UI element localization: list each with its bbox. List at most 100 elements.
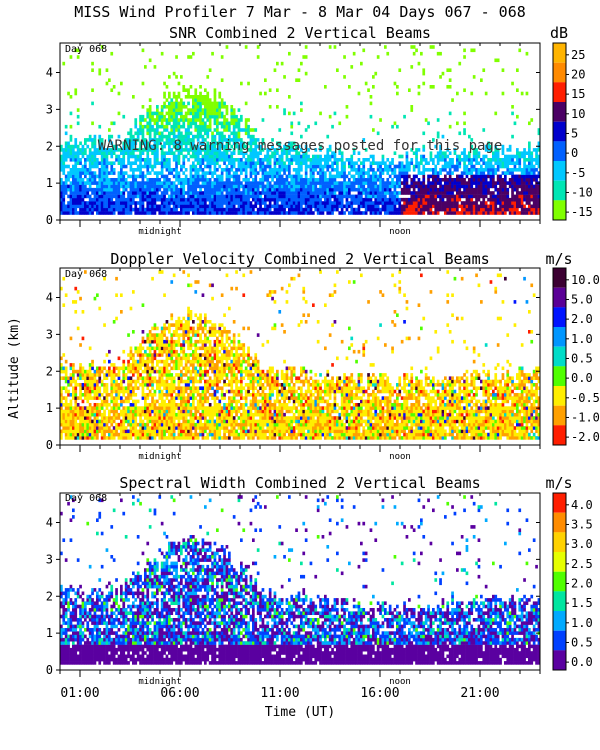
heatmap-cell [74, 187, 78, 192]
heatmap-cell [453, 201, 457, 205]
heatmap-cell [165, 178, 169, 182]
heatmap-cell [177, 141, 181, 146]
heatmap-cell [256, 187, 260, 192]
heatmap-cell [448, 184, 452, 189]
heatmap-cell [364, 207, 368, 212]
heatmap-cell [72, 151, 75, 155]
heatmap-cell [470, 181, 474, 185]
heatmap-cell [151, 191, 154, 195]
heatmap-cell [499, 187, 502, 192]
heatmap-cell [247, 131, 250, 136]
heatmap-cell [93, 403, 97, 407]
heatmap-cell [153, 399, 157, 404]
heatmap-cell [446, 154, 450, 159]
heatmap-cell [482, 187, 486, 192]
heatmap-cell [160, 164, 164, 169]
heatmap-cell [189, 174, 193, 179]
heatmap-cell [240, 204, 243, 209]
heatmap-cell [297, 197, 301, 202]
heatmap-cell [84, 164, 87, 169]
heatmap-cell [146, 207, 150, 212]
heatmap-cell [259, 161, 262, 165]
heatmap-cell [415, 164, 418, 169]
heatmap-cell [228, 161, 231, 165]
heatmap-cell [300, 148, 303, 152]
heatmap-cell [86, 178, 90, 182]
heatmap-cell [369, 161, 373, 165]
heatmap-cell [451, 197, 454, 202]
heatmap-cell [146, 366, 150, 371]
heatmap-cell [194, 101, 198, 106]
heatmap-cell [302, 191, 306, 195]
heatmap-cell [410, 105, 414, 109]
heatmap-cell [168, 151, 171, 155]
heatmap-cell [256, 171, 260, 175]
heatmap-cell [127, 158, 130, 162]
heatmap-cell [148, 131, 152, 136]
heatmap-cell [110, 399, 114, 404]
heatmap-cell [79, 363, 82, 367]
heatmap-cell [163, 191, 166, 195]
heatmap-cell [184, 138, 188, 142]
heatmap-cell [74, 91, 78, 96]
heatmap-cell [175, 197, 178, 202]
heatmap-cell [93, 197, 97, 202]
heatmap-cell [482, 174, 486, 179]
heatmap-cell [376, 211, 380, 215]
heatmap-cell [417, 211, 421, 215]
heatmap-cell [436, 191, 440, 195]
heatmap-cell [333, 178, 337, 182]
heatmap-cell [139, 201, 142, 205]
heatmap-cell [511, 211, 514, 215]
heatmap-cell [110, 187, 114, 192]
heatmap-cell [129, 191, 133, 195]
heatmap-cell [225, 124, 229, 129]
heatmap-cell [134, 416, 138, 420]
heatmap-cell [81, 383, 85, 387]
heatmap-cell [103, 422, 106, 427]
heatmap-cell [127, 386, 130, 390]
heatmap-cell [290, 148, 294, 152]
heatmap-cell [132, 353, 135, 357]
heatmap-cell [316, 197, 320, 202]
heatmap-cell [86, 393, 90, 397]
heatmap-cell [336, 187, 339, 192]
heatmap-cell [141, 181, 145, 185]
heatmap-cell [489, 181, 493, 185]
heatmap-cell [139, 376, 142, 380]
heatmap-cell [247, 134, 250, 139]
heatmap-cell [261, 138, 265, 142]
heatmap-cell [144, 187, 147, 192]
heatmap-cell [72, 389, 75, 394]
heatmap-cell [237, 197, 241, 202]
heatmap-cell [158, 376, 162, 380]
heatmap-cell [285, 187, 289, 192]
heatmap-cell [189, 191, 193, 195]
heatmap-cell [165, 118, 169, 122]
heatmap-cell [225, 174, 229, 179]
heatmap-cell [285, 174, 289, 179]
heatmap-cell [204, 95, 207, 99]
heatmap-cell [88, 389, 92, 394]
heatmap-cell [465, 164, 469, 169]
heatmap-cell [379, 211, 382, 215]
heatmap-cell [448, 78, 452, 82]
heatmap-cell [136, 386, 140, 390]
heatmap-cell [67, 409, 70, 414]
heatmap-cell [170, 101, 174, 106]
heatmap-cell [213, 211, 217, 215]
heatmap-cell [139, 426, 142, 430]
heatmap-cell [172, 211, 176, 215]
heatmap-cell [180, 131, 183, 136]
heatmap-cell [204, 114, 207, 119]
heatmap-cell [350, 187, 354, 192]
heatmap-cell [477, 187, 481, 192]
heatmap-cell [60, 366, 63, 371]
heatmap-cell [391, 201, 394, 205]
heatmap-cell [194, 191, 198, 195]
heatmap-cell [129, 353, 133, 357]
heatmap-cell [72, 379, 75, 384]
heatmap-cell [504, 207, 507, 212]
heatmap-cell [76, 48, 80, 53]
heatmap-cell [304, 171, 308, 175]
